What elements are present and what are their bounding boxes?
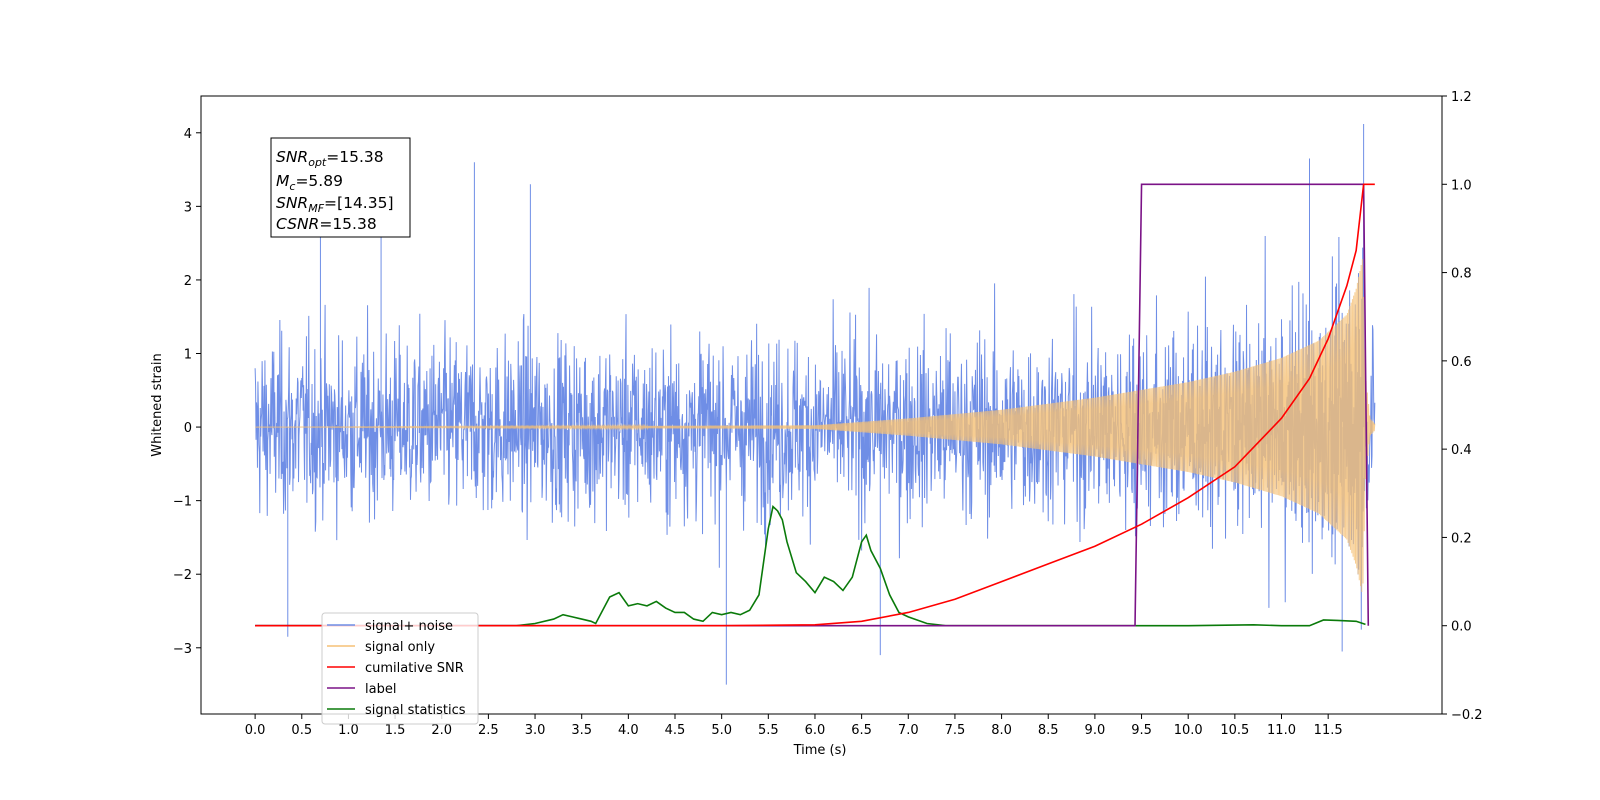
x-tick-label: 9.0	[1085, 723, 1106, 738]
csnr-symbol: CSNR	[276, 215, 319, 233]
snr-opt-value: =15.38	[326, 148, 383, 166]
x-tick-label: 1.5	[385, 723, 406, 738]
x-tick-label: 11.0	[1267, 723, 1296, 738]
series-signal-noise-line	[254, 123, 1376, 685]
x-tick-label: 10.0	[1174, 723, 1203, 738]
series-layer	[254, 123, 1376, 685]
legend-label: signal statistics	[365, 703, 466, 718]
y-left-tick-label: −2	[173, 568, 192, 583]
x-tick-label: 2.0	[431, 723, 452, 738]
csnr-value: =15.38	[319, 215, 376, 233]
mc-sub: c	[289, 180, 295, 193]
x-tick-label: 2.5	[478, 723, 499, 738]
y-right-tick-label: 0.4	[1451, 443, 1472, 458]
x-tick-label: 6.0	[805, 723, 826, 738]
y-left-tick-label: −3	[173, 642, 192, 657]
legend-item-signal-only: signal only	[327, 640, 435, 655]
legend-label: signal+ noise	[365, 619, 453, 634]
legend-item-cumulative-snr: cumilative SNR	[327, 661, 464, 676]
snr-opt-sub: opt	[308, 156, 327, 169]
x-tick-label: 10.5	[1220, 723, 1249, 738]
x-tick-label: 8.0	[991, 723, 1012, 738]
x-tick-label: 3.0	[525, 723, 546, 738]
y-axis-left: −3 −2 −1 0 1 2 3 4	[173, 127, 201, 657]
snr-mf-sub: MF	[308, 202, 324, 215]
svg-text:CSNR=15.38: CSNR=15.38	[276, 215, 377, 233]
series-signal-only-line	[255, 259, 1376, 593]
y-left-tick-label: 3	[184, 200, 192, 215]
y-left-tick-label: 1	[184, 348, 192, 363]
svg-text:SNRMF=[14.35]: SNRMF=[14.35]	[276, 194, 394, 215]
x-tick-label: 0.5	[291, 723, 312, 738]
y-right-tick-label: 0.6	[1451, 355, 1472, 370]
x-tick-label: 7.0	[898, 723, 919, 738]
x-tick-label: 1.0	[338, 723, 359, 738]
y-axis-right: −0.2 0.0 0.2 0.4 0.6 0.8 1.0 1.2	[1442, 90, 1483, 723]
y-right-tick-label: −0.2	[1451, 708, 1483, 723]
y-right-tick-label: 1.0	[1451, 178, 1472, 193]
y-right-tick-label: 0.8	[1451, 267, 1472, 282]
snr-opt-symbol: SNR	[276, 148, 308, 166]
legend-label: cumilative SNR	[365, 661, 464, 676]
x-tick-label: 6.5	[851, 723, 872, 738]
x-tick-label: 4.5	[665, 723, 686, 738]
x-tick-label: 11.5	[1314, 723, 1343, 738]
y-right-tick-label: 0.0	[1451, 620, 1472, 635]
x-axis-label: Time (s)	[793, 743, 847, 758]
x-tick-label: 5.5	[758, 723, 779, 738]
snr-mf-symbol: SNR	[276, 194, 308, 212]
y-left-tick-label: 2	[184, 274, 192, 289]
legend-label: label	[365, 682, 396, 697]
x-axis: 0.0 0.5 1.0 1.5 2.0 2.5 3.0 3.5 4.0 4.5 5.0 5.5 6.0 6…	[245, 714, 1343, 738]
y-right-tick-label: 0.2	[1451, 531, 1472, 546]
legend-item-label: label	[327, 682, 396, 697]
legend-item-signal-statistics: signal statistics	[327, 703, 466, 718]
x-tick-label: 3.5	[571, 723, 592, 738]
y-right-tick-label: 1.2	[1451, 90, 1472, 105]
y-left-tick-label: 4	[184, 127, 192, 142]
mc-symbol: M	[276, 172, 289, 190]
x-tick-label: 4.0	[618, 723, 639, 738]
y-left-tick-label: −1	[173, 495, 192, 510]
svg-text:SNRopt=15.38: SNRopt=15.38	[276, 148, 384, 169]
x-tick-label: 7.5	[945, 723, 966, 738]
series-cumulative-snr-line	[255, 183, 1375, 627]
legend-item-signal-noise: signal+ noise	[327, 619, 453, 634]
legend-label: signal only	[365, 640, 435, 655]
y-left-tick-label: 0	[184, 421, 192, 436]
svg-text:Mc=5.89: Mc=5.89	[276, 172, 343, 193]
x-tick-label: 9.5	[1131, 723, 1152, 738]
x-tick-label: 8.5	[1038, 723, 1059, 738]
x-tick-label: 0.0	[245, 723, 266, 738]
legend: signal+ noise signal only cumilative SNR…	[321, 612, 479, 725]
x-tick-label: 5.0	[711, 723, 732, 738]
y-axis-label-left: Whitened strain	[150, 353, 165, 456]
plot-frame	[200, 95, 1443, 715]
mc-value: =5.89	[295, 172, 343, 190]
stats-annotation: SNRopt=15.38 Mc=5.89 SNRMF=[14.35] CSNR=…	[270, 137, 411, 238]
series-label-line	[255, 183, 1370, 627]
snr-mf-value: =[14.35]	[324, 194, 393, 212]
